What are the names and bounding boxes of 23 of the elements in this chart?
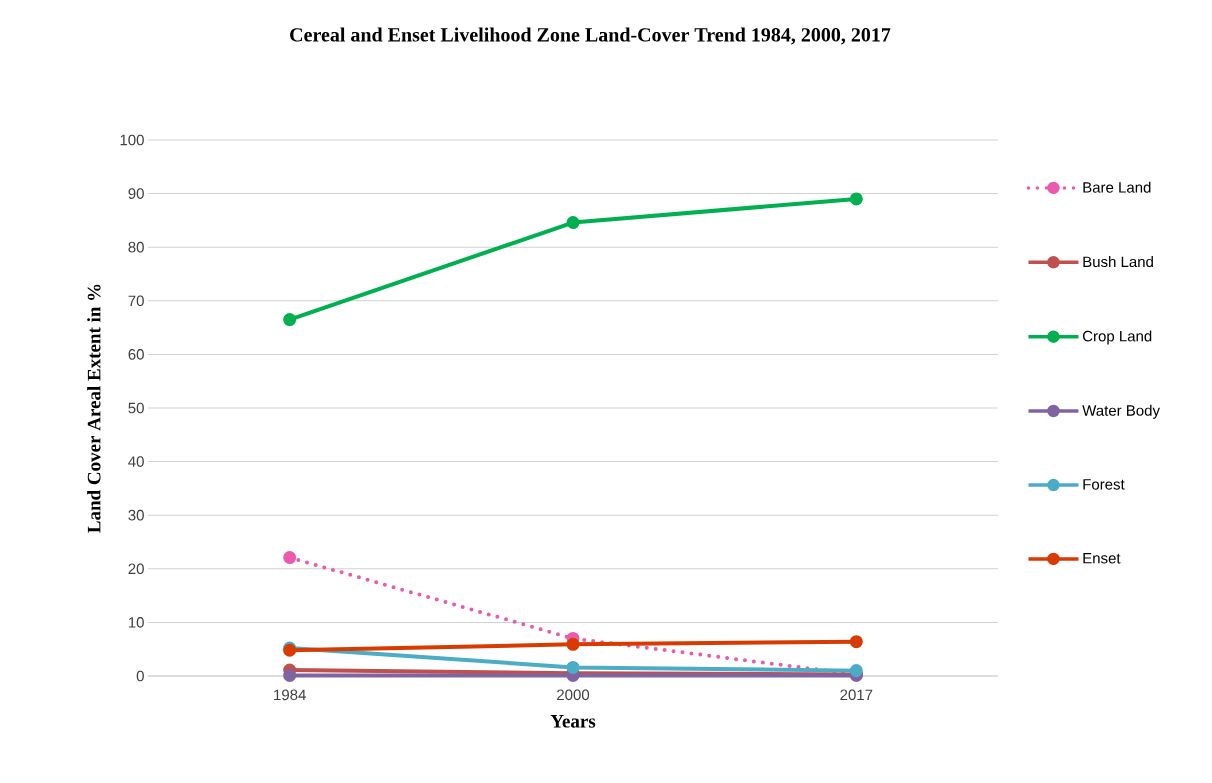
y-tick-label: 20 — [128, 563, 144, 575]
y-tick-label: 10 — [128, 617, 144, 628]
y-tick-label: 40 — [128, 456, 144, 467]
y-axis-title: Land Cover Areal Extent in % — [87, 284, 101, 533]
legend-label: Enset — [1083, 553, 1121, 564]
y-tick-label: 30 — [128, 509, 144, 521]
x-tick-label: 2000 — [557, 689, 590, 701]
legend-label: Water Body — [1082, 404, 1160, 419]
y-tick-label: 100 — [120, 134, 144, 146]
legend-label: Crop Land — [1082, 330, 1152, 345]
y-tick-label: 50 — [128, 402, 144, 414]
legend-label: Bush Land — [1083, 256, 1153, 268]
y-tick-label: 60 — [128, 349, 144, 360]
y-tick-label: 90 — [128, 188, 144, 199]
y-tick-label: 70 — [128, 295, 144, 307]
x-tick-label: 2017 — [840, 689, 873, 701]
x-tick-label: 1984 — [274, 689, 306, 701]
y-tick-label: 0 — [136, 670, 144, 682]
legend-label: Forest — [1083, 479, 1125, 490]
legend-label: Bare Land — [1083, 181, 1151, 193]
y-tick-label: 80 — [128, 241, 144, 253]
chart-title: Cereal and Enset Livelihood Zone Land-Cover Trend 1984, 2000, 2017 — [290, 27, 891, 45]
x-axis-title: Years — [550, 715, 596, 728]
